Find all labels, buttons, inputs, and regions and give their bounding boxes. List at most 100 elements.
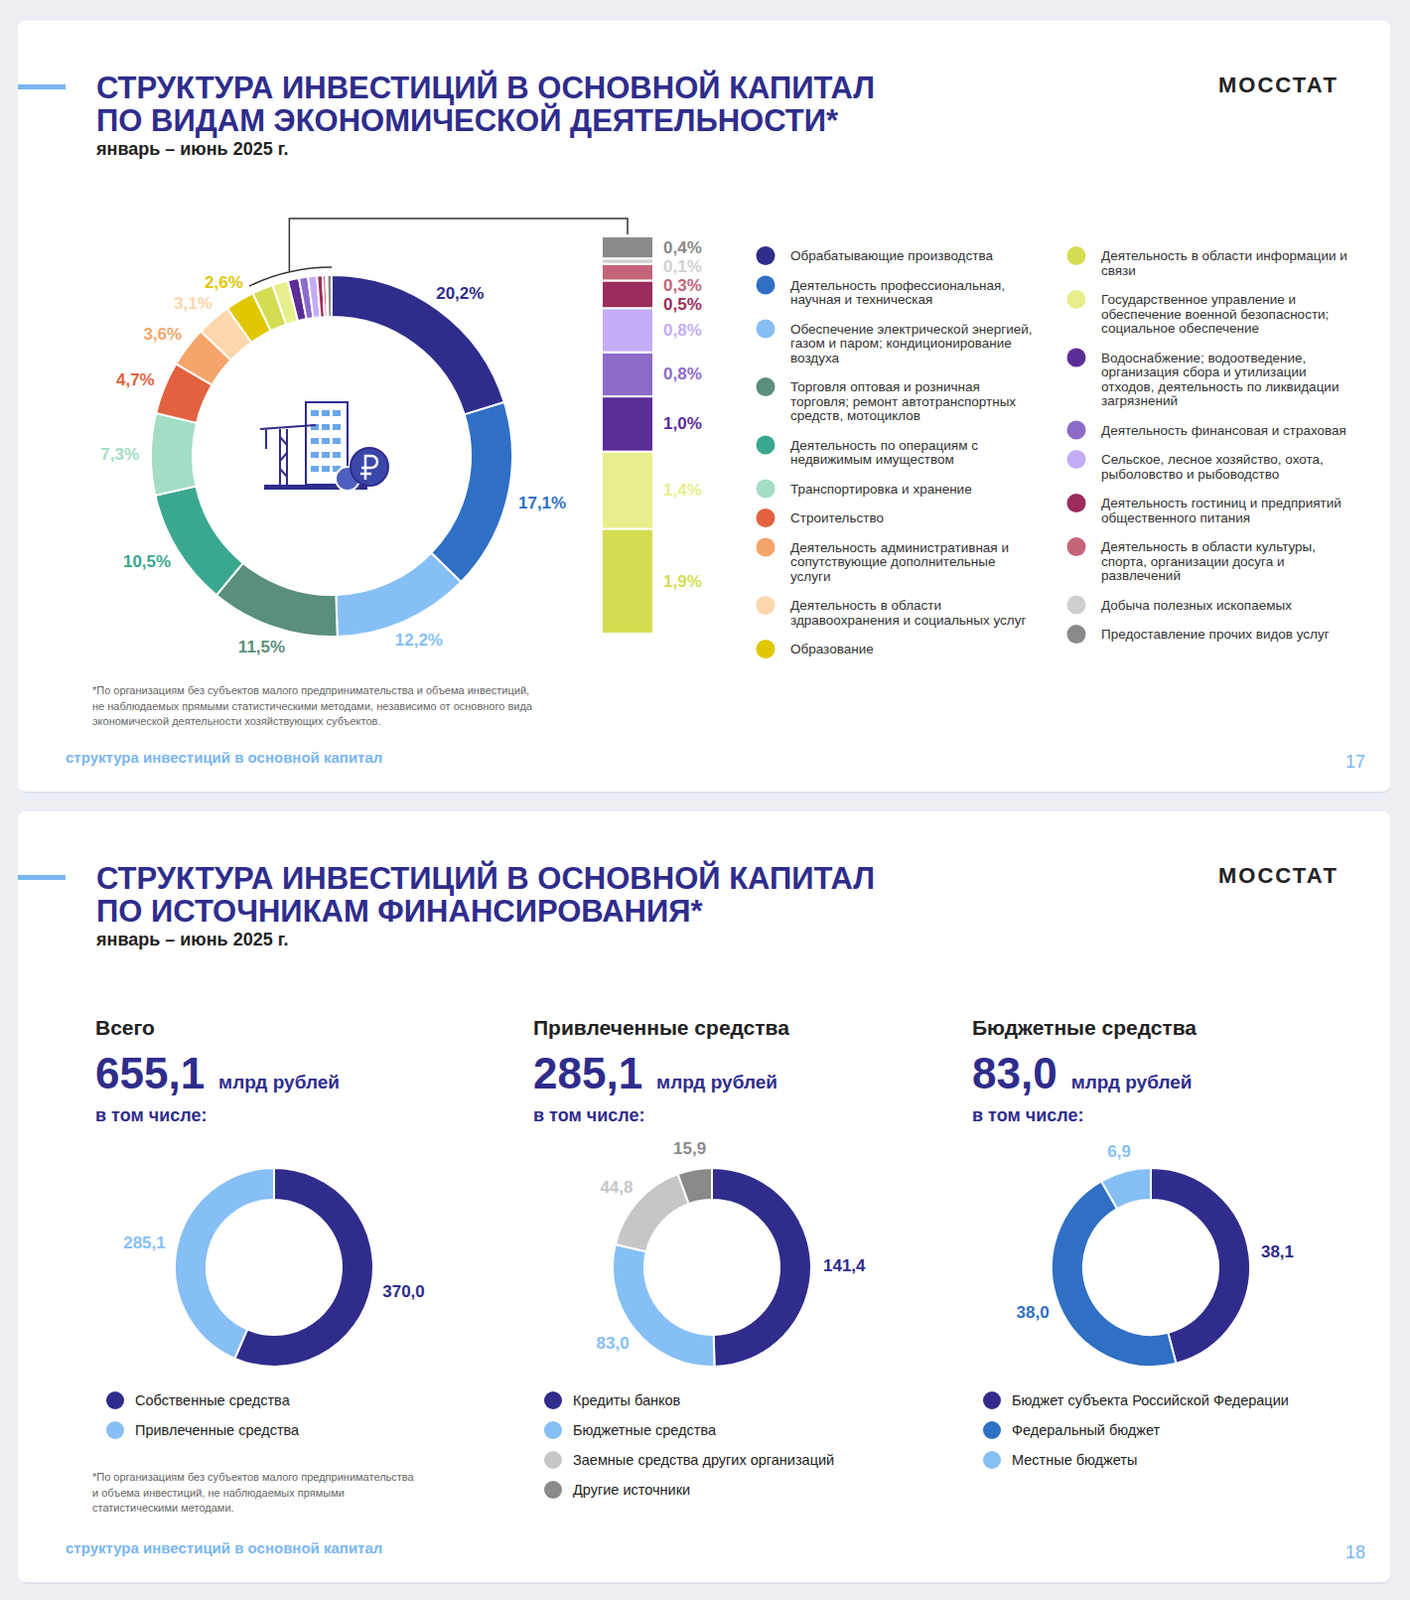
donut-slice <box>174 1167 275 1359</box>
total-value: 285,1 <box>533 1048 643 1098</box>
data-label: 6,9 <box>1107 1141 1131 1161</box>
data-label: 1,0% <box>663 414 703 433</box>
legend-swatch <box>756 276 776 295</box>
page-title: СТРУКТУРА ИНВЕСТИЦИЙ В ОСНОВНОЙ КАПИТАЛ <box>96 859 875 896</box>
data-label: 12,2% <box>395 630 443 650</box>
legend-swatch <box>544 1420 563 1439</box>
unit: млрд рублей <box>1071 1071 1193 1093</box>
legend-label: Деятельность в областиздравоохранения и … <box>790 597 1026 628</box>
legend-swatch <box>983 1391 1001 1410</box>
text-line: услуги <box>790 568 831 584</box>
text-line: сопутствующие дополнительные <box>790 554 996 569</box>
legend-label: Федеральный бюджет <box>1011 1421 1161 1438</box>
chart-title: Привлеченные средства <box>533 1015 790 1039</box>
bar-segment <box>601 264 654 282</box>
data-label: 20,2% <box>435 283 484 303</box>
data-label: 3,6% <box>142 324 182 344</box>
bar-segment <box>601 280 654 308</box>
donut-slice <box>150 413 197 496</box>
legend-label: Деятельность административная исопутству… <box>790 540 1009 584</box>
section-label: структура инвестиций в основной капитал <box>65 748 383 766</box>
data-label: 0,1% <box>663 257 703 277</box>
page-subtitle: январь – июнь 2025 г. <box>95 139 288 159</box>
data-label: 370,0 <box>382 1281 425 1301</box>
text-line: средств, мотоциклов <box>790 408 921 423</box>
donut <box>612 1167 812 1367</box>
text-line: загрязнений <box>1101 393 1178 409</box>
page-number: 17 <box>1345 751 1366 772</box>
donut-slice <box>1101 1167 1151 1209</box>
data-label: 0,8% <box>663 320 703 340</box>
legend-label: Добыча полезных ископаемых <box>1101 597 1292 613</box>
data-label: 1,9% <box>663 571 703 591</box>
donut-slice <box>430 402 513 582</box>
bar-segment <box>601 528 654 634</box>
legend-label: Обеспечение электрической энергией,газом… <box>790 321 1033 366</box>
icon-window <box>310 437 319 444</box>
legend-swatch <box>983 1450 1001 1469</box>
text-line: социальное обеспечение <box>1101 320 1260 336</box>
chart-subtitle: в том числе: <box>95 1105 207 1126</box>
legend-label: Деятельность в области информации исвязи <box>1101 248 1348 279</box>
bar-segment <box>601 307 654 352</box>
icon-window <box>321 410 330 417</box>
data-label: 4,7% <box>116 370 155 390</box>
text-line: Образование <box>790 641 874 657</box>
data-label: 0,8% <box>663 364 703 384</box>
donut-slice <box>326 275 332 317</box>
legend-label: Деятельность по операциям снедвижимым им… <box>790 437 979 468</box>
footnote: *По организациям без субъектов малого пр… <box>92 1470 416 1483</box>
data-label: 11,5% <box>238 637 285 657</box>
legend-label: Строительство <box>790 510 884 526</box>
legend-swatch <box>106 1420 125 1439</box>
brand: МОССТАТ <box>1218 72 1339 98</box>
data-label: 7,3% <box>100 444 140 464</box>
text-line: газом и паром; кондиционирование <box>790 335 1012 351</box>
text-line: Государственное управление и <box>1101 291 1296 307</box>
donut-slice <box>335 553 461 637</box>
data-label: 3,1% <box>173 293 213 313</box>
icon-window <box>310 465 319 472</box>
footnote: и объема инвестиций, не наблюдаемых прям… <box>92 1486 345 1499</box>
data-label: 285,1 <box>123 1233 166 1253</box>
chart-title: Всего <box>95 1015 155 1039</box>
donut <box>174 1167 374 1367</box>
legend-label: Деятельность профессиональная,научная и … <box>790 278 1005 308</box>
text-line: развлечений <box>1101 567 1181 583</box>
donut-slice <box>678 1167 712 1204</box>
legend-label: Транспортировка и хранение <box>790 481 973 497</box>
legend-swatch <box>1067 493 1087 513</box>
bracket-line <box>288 218 628 273</box>
legend-label: Деятельность финансовая и страховая <box>1101 423 1347 438</box>
footnote: не наблюдаемых прямыми статистическими м… <box>92 700 534 712</box>
donut-slice <box>711 1167 812 1367</box>
legend-label: Собственные средства <box>135 1392 291 1409</box>
legend-label: Торговля оптовая и розничнаяторговля; ре… <box>790 379 1016 423</box>
card <box>17 811 1391 1582</box>
text-line: научная и техническая <box>790 291 933 307</box>
footnote: статистическими методами. <box>92 1501 235 1514</box>
data-label: 17,1% <box>518 493 566 513</box>
legend-swatch <box>544 1391 563 1410</box>
legend-swatch <box>756 479 776 499</box>
icon <box>260 402 389 491</box>
text-line: связи <box>1101 263 1136 279</box>
text-line: обеспечение военной безопасности; <box>1101 306 1329 322</box>
legend-swatch <box>1067 537 1087 557</box>
text-line: спорта, организации досуга и <box>1101 554 1285 569</box>
legend-swatch <box>1067 624 1087 644</box>
icon-window <box>321 451 330 458</box>
bar-segment <box>601 236 654 259</box>
legend-label: Сельское, лесное хозяйство, охота,рыболо… <box>1101 451 1324 482</box>
icon-coin <box>350 447 389 486</box>
icon-window <box>310 451 319 458</box>
donut <box>150 275 513 637</box>
bar-segment <box>601 451 654 530</box>
data-label: 141,4 <box>823 1256 866 1275</box>
text-line: Обрабатывающие производства <box>790 248 993 264</box>
donut <box>1051 1167 1251 1367</box>
donut-slice <box>331 275 505 415</box>
legend-label: Кредиты банков <box>572 1392 682 1409</box>
page-title: ПО ИСТОЧНИКАМ ФИНАНСИРОВАНИЯ* <box>96 893 705 929</box>
donut-slice <box>154 486 243 596</box>
